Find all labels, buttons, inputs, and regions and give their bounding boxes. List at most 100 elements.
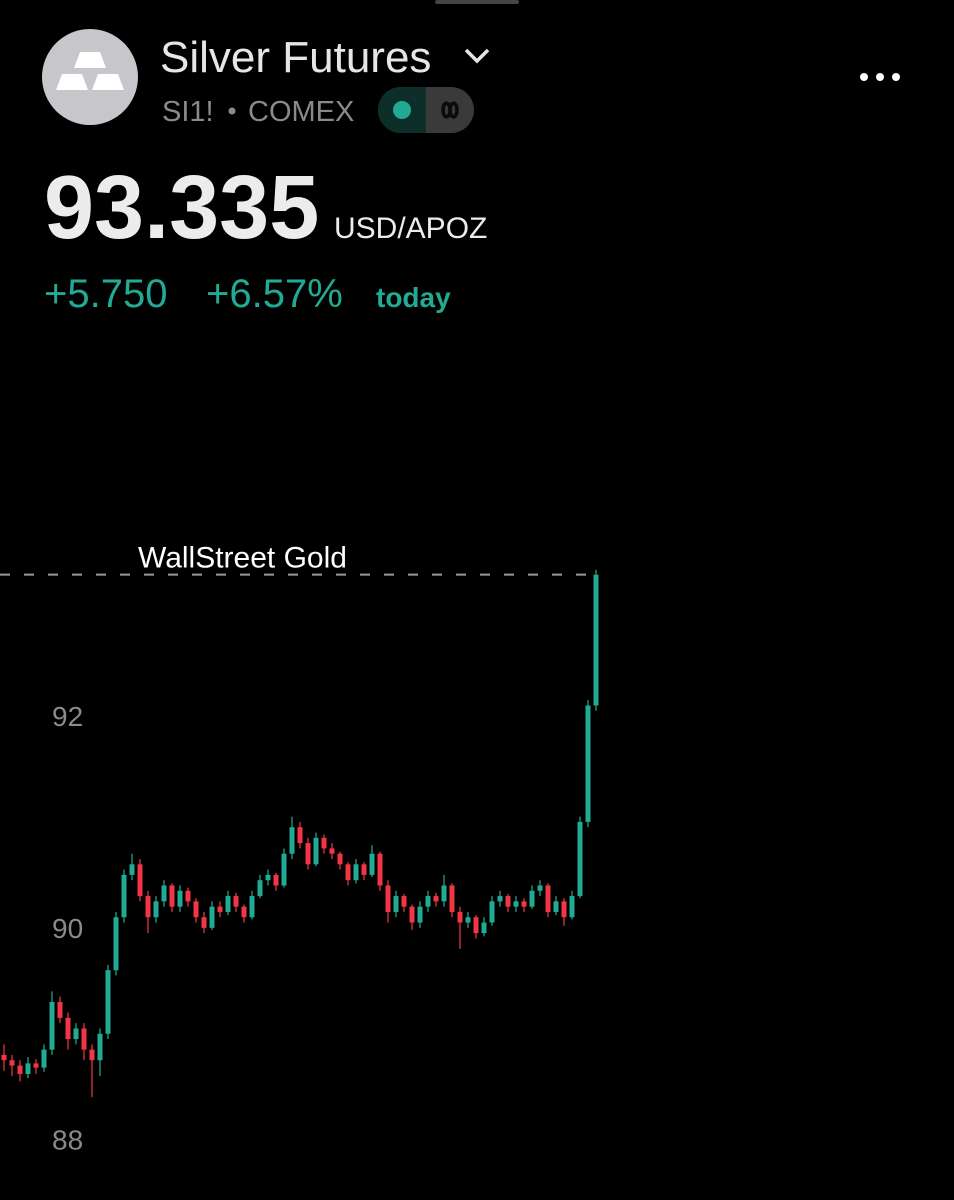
y-tick-label: 88 bbox=[52, 1125, 83, 1156]
candle-body bbox=[281, 853, 287, 886]
candle-body bbox=[297, 827, 303, 844]
candle-body bbox=[177, 890, 183, 907]
candle-body bbox=[449, 885, 455, 912]
price-unit: USD/APOZ bbox=[334, 212, 487, 245]
y-tick-label: 92 bbox=[52, 701, 83, 732]
chart: 88 90 92 WallStreet Gold bbox=[0, 542, 599, 1156]
market-open-dot bbox=[393, 101, 411, 119]
candle-body bbox=[25, 1063, 31, 1074]
candle-body bbox=[153, 901, 159, 918]
candle-body bbox=[377, 853, 383, 886]
candle-body bbox=[193, 901, 199, 918]
candle-body bbox=[1, 1054, 7, 1061]
candle-body bbox=[441, 885, 447, 902]
candle-body bbox=[537, 885, 543, 891]
period: today bbox=[376, 282, 451, 313]
candle-body bbox=[201, 917, 207, 928]
candle-body bbox=[89, 1049, 95, 1061]
more-menu[interactable] bbox=[860, 73, 900, 81]
candle-body bbox=[369, 853, 375, 875]
candle-body bbox=[105, 970, 111, 1034]
candle-body bbox=[353, 864, 359, 881]
candle-body bbox=[185, 890, 191, 902]
candle-body bbox=[481, 922, 487, 934]
y-tick-label: 90 bbox=[52, 913, 83, 944]
menu-dot bbox=[876, 73, 884, 81]
candle-body bbox=[265, 874, 271, 881]
candle-body bbox=[401, 896, 407, 907]
candle-body bbox=[433, 896, 439, 902]
candle-body bbox=[553, 901, 559, 912]
candle-body bbox=[545, 885, 551, 912]
menu-dot bbox=[892, 73, 900, 81]
logo-bar bbox=[74, 52, 106, 68]
candle-body bbox=[329, 848, 335, 854]
candle-body bbox=[129, 864, 135, 875]
candle-body bbox=[121, 874, 127, 918]
candle-body bbox=[361, 864, 367, 875]
candle-body bbox=[561, 901, 567, 918]
logo-bar bbox=[56, 74, 88, 90]
candle-body bbox=[465, 917, 471, 923]
candle-body bbox=[73, 1028, 79, 1040]
exchange: COMEX bbox=[248, 96, 354, 128]
candle-body bbox=[417, 906, 423, 923]
candle-body bbox=[257, 880, 263, 897]
candle-body bbox=[65, 1017, 71, 1040]
candle-body bbox=[209, 906, 215, 928]
candle-body bbox=[497, 896, 503, 902]
logo-circle bbox=[42, 29, 138, 125]
candle-body bbox=[9, 1060, 15, 1066]
candle-body bbox=[321, 837, 327, 849]
candle-body bbox=[81, 1028, 87, 1050]
candle-body bbox=[425, 896, 431, 907]
watermark: WallStreet Gold bbox=[138, 542, 347, 575]
candle-body bbox=[577, 821, 583, 897]
candle-body bbox=[137, 864, 143, 897]
symbol-logo bbox=[42, 29, 138, 125]
candle-body bbox=[249, 896, 255, 918]
candle-body bbox=[305, 843, 311, 865]
candle-body bbox=[289, 827, 295, 854]
candle-body bbox=[521, 901, 527, 907]
candle-body bbox=[113, 917, 119, 971]
change-percent: +6.57% bbox=[206, 272, 343, 316]
candle-body bbox=[97, 1033, 103, 1061]
candle-body bbox=[489, 901, 495, 923]
candle-body bbox=[585, 705, 591, 822]
candle-body bbox=[569, 896, 575, 918]
candle-body bbox=[337, 853, 343, 865]
separator-dot bbox=[228, 107, 236, 115]
infinity-icon bbox=[441, 101, 459, 119]
logo-bar bbox=[92, 74, 124, 90]
candle-body bbox=[57, 1001, 63, 1018]
candle-body bbox=[41, 1049, 47, 1068]
change: +5.750 bbox=[44, 272, 167, 316]
price: 93.335 bbox=[44, 158, 319, 258]
candle-body bbox=[593, 574, 599, 706]
top-handle bbox=[435, 0, 519, 4]
dropdown-chevron[interactable] bbox=[464, 48, 490, 64]
candle-body bbox=[409, 906, 415, 923]
candle-body bbox=[393, 896, 399, 912]
candle-body bbox=[385, 885, 391, 912]
symbol-code: SI1! bbox=[162, 96, 214, 128]
candle-body bbox=[513, 901, 519, 907]
candle-body bbox=[457, 911, 463, 923]
candle-body bbox=[17, 1065, 23, 1074]
candle-body bbox=[33, 1063, 39, 1068]
candle-body bbox=[241, 906, 247, 918]
candle-body bbox=[233, 896, 239, 907]
candle-body bbox=[217, 906, 223, 912]
candle-body bbox=[473, 917, 479, 934]
candle-body bbox=[273, 874, 279, 886]
menu-dot bbox=[860, 73, 868, 81]
symbol-title[interactable]: Silver Futures bbox=[160, 33, 431, 82]
candle-body bbox=[49, 1001, 55, 1050]
candle-body bbox=[145, 896, 151, 918]
status-pill[interactable] bbox=[378, 87, 474, 133]
candle-body bbox=[169, 885, 175, 907]
